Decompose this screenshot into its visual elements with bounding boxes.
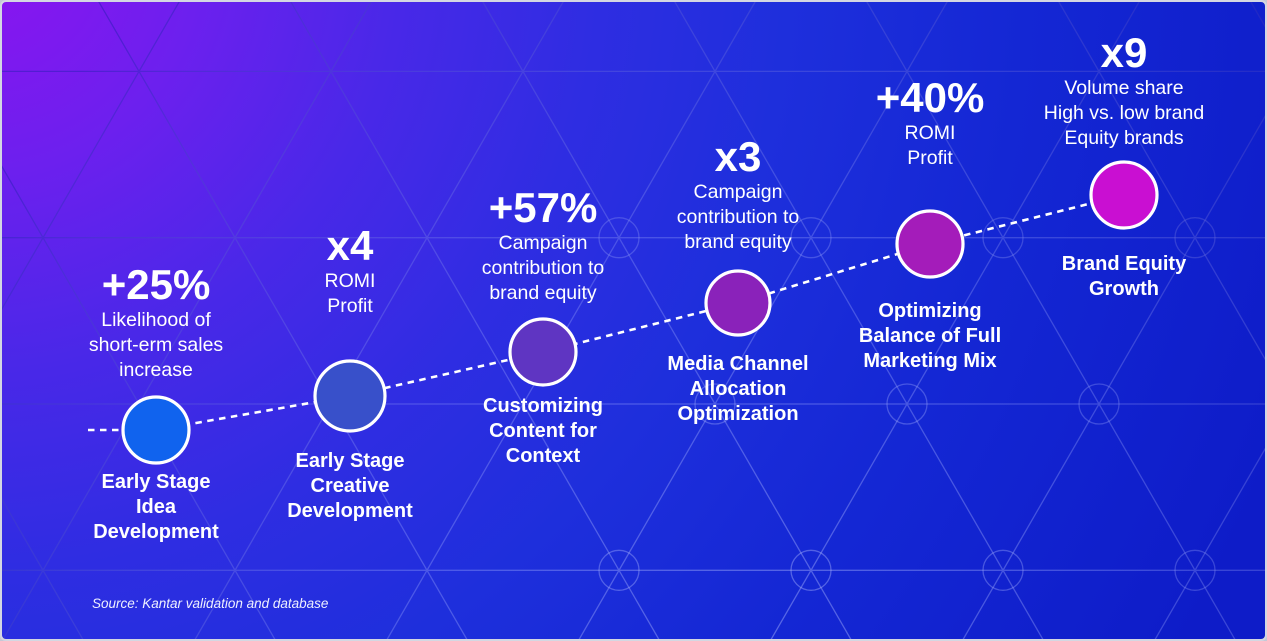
node-stat: x4 ROMI Profit bbox=[230, 223, 470, 319]
stage-node-circle bbox=[1089, 160, 1159, 230]
node-stat-description: Campaign contribution to brand equity bbox=[481, 232, 605, 304]
node-stat-value: +25% bbox=[101, 261, 211, 308]
node-stage-label: Optimizing Balance of Full Marketing Mix bbox=[810, 299, 1050, 374]
stage-node-circle bbox=[121, 395, 191, 465]
node-stat-description: ROMI Profit bbox=[904, 122, 956, 169]
node-stage-label-text: Media Channel Allocation Optimization bbox=[667, 353, 809, 425]
node-stage-label-text: Customizing Content for Context bbox=[483, 395, 603, 467]
node-stat-value: +40% bbox=[875, 74, 985, 121]
node-stat-description: ROMI Profit bbox=[324, 270, 376, 317]
node-stat-description: Volume share High vs. low brand Equity bra… bbox=[1043, 77, 1205, 149]
node-stage-label: Media Channel Allocation Optimization bbox=[618, 352, 858, 427]
stage-node-circle bbox=[704, 269, 772, 337]
node-stat-value: x9 bbox=[1100, 29, 1148, 76]
node-stage-label-text: Early Stage Creative Development bbox=[287, 450, 413, 522]
node-stage-label-text: Early Stage Idea Development bbox=[93, 471, 219, 543]
node-stage-label: Early Stage Idea Development bbox=[36, 470, 276, 545]
stage-node-circle bbox=[895, 209, 965, 279]
node-stat: x9 Volume share High vs. low brand Equity b… bbox=[1004, 30, 1244, 151]
node-stat: +25% Likelihood of short-erm sales increase bbox=[36, 262, 276, 383]
node-stat: x3 Campaign contribution to brand equity bbox=[618, 134, 858, 255]
node-stage-label-text: Brand Equity Growth bbox=[1061, 253, 1187, 300]
node-stage-label-text: Optimizing Balance of Full Marketing Mix bbox=[858, 300, 1002, 372]
node-stage-label: Brand Equity Growth bbox=[1004, 252, 1244, 302]
stage-node-circle bbox=[508, 317, 578, 387]
source-note: Source: Kantar validation and database bbox=[92, 596, 329, 611]
node-stat-description: Likelihood of short-erm sales increase bbox=[88, 309, 224, 381]
node-stat: +57% Campaign contribution to brand equity bbox=[423, 185, 663, 306]
node-stage-label: Customizing Content for Context bbox=[423, 394, 663, 469]
node-stat: +40% ROMI Profit bbox=[810, 75, 1050, 171]
node-stat-description: Campaign contribution to brand equity bbox=[676, 181, 800, 253]
node-stat-value: x4 bbox=[326, 222, 374, 269]
node-stat-value: x3 bbox=[714, 133, 762, 180]
stage-node-circle bbox=[313, 359, 387, 433]
node-stage-label: Early Stage Creative Development bbox=[230, 449, 470, 524]
node-stat-value: +57% bbox=[488, 184, 598, 231]
